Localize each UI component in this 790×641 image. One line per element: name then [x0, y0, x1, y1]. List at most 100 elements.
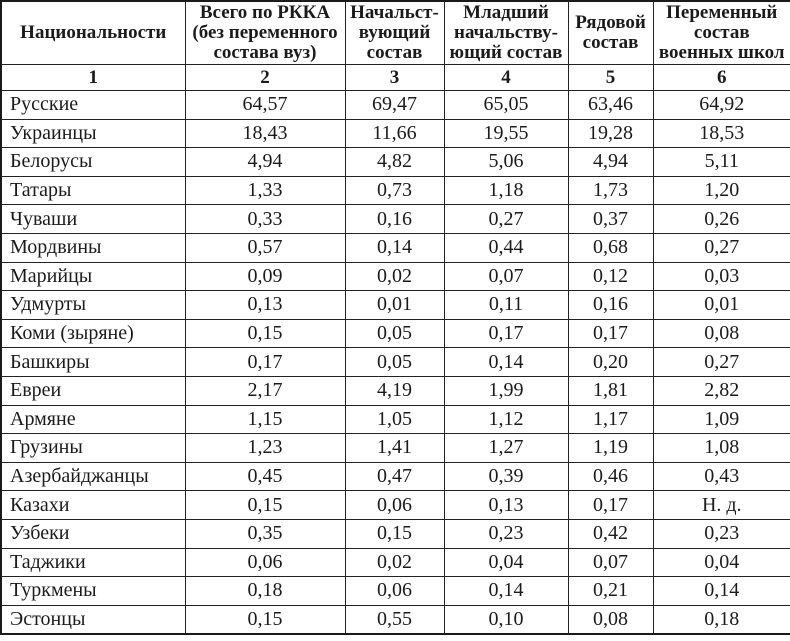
value-cell: 4,82	[344, 147, 445, 177]
value-cell: 0,15	[184, 604, 346, 635]
value-cell: 0,20	[567, 347, 654, 377]
table-row: Таджики 0,06 0,02 0,04 0,07 0,04	[0, 547, 790, 578]
column-number-row: 1 2 3 4 5 6	[0, 64, 790, 91]
value-cell: 0,27	[652, 347, 790, 377]
table-row: Татары 1,33 0,73 1,18 1,73 1,20	[0, 175, 790, 206]
nationality-cell: Туркмены	[0, 576, 186, 606]
header-rank-and-file: Рядовой состав	[567, 0, 654, 65]
value-cell: 0,17	[184, 347, 346, 377]
table-row: Узбеки 0,35 0,15 0,23 0,42 0,23	[0, 518, 790, 549]
value-cell: 18,53	[652, 118, 790, 149]
nationality-cell: Азербайджанцы	[0, 461, 186, 492]
value-cell: 1,81	[567, 375, 654, 406]
header-military-schools: Переменный состав военных школ	[652, 0, 790, 65]
value-cell: 0,04	[443, 547, 569, 578]
table-row: Армяне 1,15 1,05 1,12 1,17 1,09	[0, 404, 790, 435]
value-cell: 1,05	[344, 404, 445, 435]
header-total-rkka: Всего по РККА (без переменного состава в…	[184, 0, 346, 65]
nationality-cell: Узбеки	[0, 518, 186, 549]
value-cell: 0,14	[652, 576, 790, 606]
table-row: Эстонцы 0,15 0,55 0,10 0,08 0,18	[0, 604, 790, 635]
nationality-cell: Армяне	[0, 404, 186, 435]
value-cell: 0,14	[443, 576, 569, 606]
table-row: Чуваши 0,33 0,16 0,27 0,37 0,26	[0, 204, 790, 234]
nationality-cell: Евреи	[0, 375, 186, 406]
value-cell: 0,68	[567, 232, 654, 263]
value-cell: 0,01	[344, 290, 445, 320]
table-row: Евреи 2,17 4,19 1,99 1,81 2,82	[0, 375, 790, 406]
nationality-cell: Татары	[0, 175, 186, 206]
nationality-cell: Казахи	[0, 490, 186, 520]
value-cell: 0,57	[184, 232, 346, 263]
table-row: Украинцы 18,43 11,66 19,55 19,28 18,53	[0, 118, 790, 149]
value-cell: 1,41	[344, 433, 445, 463]
nationality-cell: Коми (зыряне)	[0, 318, 186, 349]
value-cell: 0,06	[344, 576, 445, 606]
value-cell: 0,15	[184, 318, 346, 349]
value-cell: 0,23	[652, 518, 790, 549]
value-cell: 0,02	[344, 547, 445, 578]
value-cell: 4,19	[344, 375, 445, 406]
column-number: 2	[184, 64, 346, 91]
value-cell: 0,17	[567, 318, 654, 349]
value-cell: 0,44	[443, 232, 569, 263]
value-cell: 1,23	[184, 433, 346, 463]
header-row: Национальности Всего по РККА (без переме…	[0, 0, 790, 65]
value-cell: 0,13	[184, 290, 346, 320]
column-number: 4	[443, 64, 569, 91]
table-row: Азербайджанцы 0,45 0,47 0,39 0,46 0,43	[0, 461, 790, 492]
column-number: 6	[652, 64, 790, 91]
value-cell: 64,57	[184, 90, 346, 120]
value-cell: 0,05	[344, 347, 445, 377]
value-cell: 69,47	[344, 90, 445, 120]
table-body: Русские 64,57 69,47 65,05 63,46 64,92 Украинцы…	[0, 90, 790, 635]
nationality-cell: Удмурты	[0, 290, 186, 320]
value-cell: 1,09	[652, 404, 790, 435]
value-cell: 0,73	[344, 175, 445, 206]
value-cell: 64,92	[652, 90, 790, 120]
value-cell: 0,17	[443, 318, 569, 349]
value-cell: 0,33	[184, 204, 346, 234]
value-cell: 1,12	[443, 404, 569, 435]
value-cell: 18,43	[184, 118, 346, 149]
table-row: Мордвины 0,57 0,14 0,44 0,68 0,27	[0, 232, 790, 263]
table-row: Марийцы 0,09 0,02 0,07 0,12 0,03	[0, 261, 790, 292]
value-cell: 0,35	[184, 518, 346, 549]
value-cell: 0,39	[443, 461, 569, 492]
nationality-cell: Башкиры	[0, 347, 186, 377]
value-cell: 4,94	[184, 147, 346, 177]
value-cell: 5,06	[443, 147, 569, 177]
table-row: Белорусы 4,94 4,82 5,06 4,94 5,11	[0, 147, 790, 177]
table-row: Башкиры 0,17 0,05 0,14 0,20 0,27	[0, 347, 790, 377]
value-cell: 0,12	[567, 261, 654, 292]
value-cell: 0,27	[443, 204, 569, 234]
value-cell: 0,03	[652, 261, 790, 292]
value-cell: 0,18	[184, 576, 346, 606]
value-cell: 0,02	[344, 261, 445, 292]
value-cell: 0,09	[184, 261, 346, 292]
nationality-cell: Эстонцы	[0, 604, 186, 635]
value-cell: Н. д.	[652, 490, 790, 520]
nationality-cell: Грузины	[0, 433, 186, 463]
table-row: Казахи 0,15 0,06 0,13 0,17 Н. д.	[0, 490, 790, 520]
value-cell: 0,16	[344, 204, 445, 234]
value-cell: 0,06	[184, 547, 346, 578]
value-cell: 1,99	[443, 375, 569, 406]
table-row: Удмурты 0,13 0,01 0,11 0,16 0,01	[0, 290, 790, 320]
value-cell: 2,82	[652, 375, 790, 406]
column-number: 1	[0, 64, 186, 91]
value-cell: 0,46	[567, 461, 654, 492]
table-row: Грузины 1,23 1,41 1,27 1,19 1,08	[0, 433, 790, 463]
table-row: Коми (зыряне) 0,15 0,05 0,17 0,17 0,08	[0, 318, 790, 349]
column-number: 3	[344, 64, 445, 91]
value-cell: 0,07	[567, 547, 654, 578]
header-command-staff: Начальст-вующий состав	[344, 0, 445, 65]
value-cell: 0,05	[344, 318, 445, 349]
value-cell: 11,66	[344, 118, 445, 149]
nationality-cell: Мордвины	[0, 232, 186, 263]
nationality-cell: Белорусы	[0, 147, 186, 177]
value-cell: 19,55	[443, 118, 569, 149]
value-cell: 0,16	[567, 290, 654, 320]
